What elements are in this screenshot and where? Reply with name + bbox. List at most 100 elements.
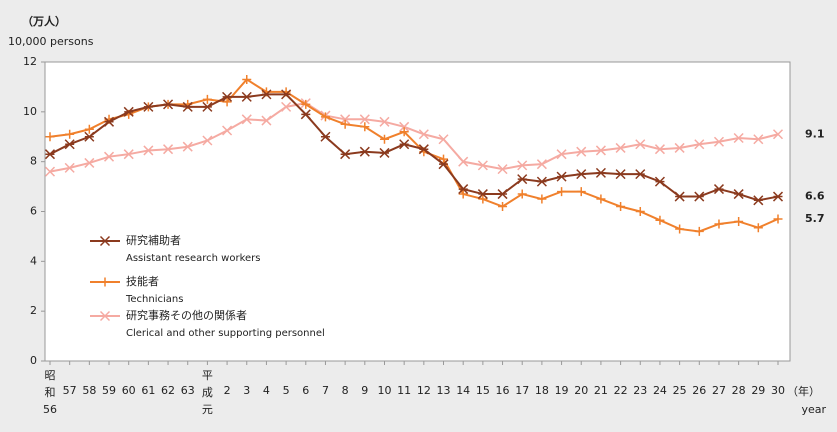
legend-label-en: Technicians — [125, 294, 183, 305]
marker — [438, 134, 449, 145]
marker — [202, 101, 213, 112]
marker — [143, 145, 154, 156]
marker — [84, 131, 95, 142]
marker — [340, 119, 350, 129]
x-unit-label-en: year — [801, 403, 826, 416]
marker — [379, 147, 390, 158]
x-tick-label: 60 — [122, 384, 136, 397]
marker — [595, 167, 606, 178]
marker — [222, 125, 233, 136]
x-unit-label: （年） — [787, 384, 820, 398]
marker — [655, 215, 665, 225]
x-tick-label: 17 — [515, 384, 529, 397]
marker — [418, 129, 429, 140]
marker — [65, 129, 75, 139]
x-tick-label: 23 — [633, 384, 647, 397]
x-tick-label: 12 — [417, 384, 431, 397]
legend-label: 技能者 — [126, 274, 159, 288]
marker — [399, 139, 410, 150]
marker — [222, 97, 232, 107]
legend-label-en: Clerical and other supporting personnel — [126, 328, 325, 339]
marker — [143, 101, 154, 112]
marker — [556, 171, 567, 182]
x-tick-label: 15 — [476, 384, 490, 397]
x-tick-label: 62 — [161, 384, 175, 397]
marker — [497, 189, 508, 200]
x-tick-label: 20 — [574, 384, 588, 397]
x-tick-label: 昭和 56 — [43, 369, 57, 416]
marker — [458, 184, 469, 195]
marker — [103, 116, 115, 127]
marker — [261, 89, 272, 100]
marker — [635, 169, 646, 180]
marker — [616, 202, 626, 212]
marker — [537, 194, 547, 204]
x-tick-label: 5 — [283, 384, 290, 397]
marker — [281, 89, 292, 100]
marker — [557, 187, 567, 197]
x-tick-label: 19 — [555, 384, 569, 397]
marker — [694, 226, 704, 236]
marker — [163, 144, 174, 155]
marker — [654, 176, 665, 187]
x-tick-label: 14 — [456, 384, 470, 397]
y-tick-label: 10 — [23, 105, 37, 118]
marker — [635, 139, 646, 150]
marker — [261, 115, 272, 126]
marker — [64, 162, 75, 173]
x-tick-label: 59 — [102, 384, 116, 397]
marker — [399, 127, 409, 137]
marker — [497, 164, 508, 175]
marker — [84, 157, 95, 168]
marker — [713, 184, 725, 195]
marker — [100, 277, 110, 287]
marker — [596, 194, 606, 204]
marker — [123, 106, 134, 117]
marker — [44, 166, 56, 177]
series — [44, 98, 784, 177]
marker — [418, 144, 429, 155]
x-tick-label: 58 — [82, 384, 96, 397]
x-tick-label: 24 — [653, 384, 667, 397]
marker — [674, 191, 685, 202]
plot-area — [44, 61, 791, 362]
legend-label: 研究事務その他の関係者 — [126, 308, 247, 322]
marker — [241, 114, 252, 125]
marker — [163, 99, 174, 110]
marker — [64, 139, 75, 150]
x-tick-label: 28 — [732, 384, 746, 397]
x-tick-label: 22 — [614, 384, 628, 397]
marker — [477, 160, 488, 171]
x-tick-label: 29 — [751, 384, 765, 397]
marker — [753, 223, 763, 233]
x-tick-label: 16 — [496, 384, 510, 397]
marker — [477, 189, 488, 200]
end-label: 5.7 — [805, 212, 825, 225]
marker — [182, 101, 193, 112]
x-tick-label: 3 — [243, 384, 250, 397]
marker — [713, 136, 725, 147]
end-label: 9.1 — [805, 127, 825, 140]
marker — [772, 129, 784, 140]
x-tick-label: 27 — [712, 384, 726, 397]
marker — [694, 139, 705, 150]
marker — [99, 235, 111, 247]
marker — [517, 160, 528, 171]
marker — [753, 195, 764, 206]
y-tick-label: 4 — [30, 254, 37, 267]
marker — [439, 154, 449, 164]
marker — [674, 142, 685, 153]
x-tick-label: 2 — [224, 384, 231, 397]
x-tick-label: 18 — [535, 384, 549, 397]
marker — [300, 109, 311, 120]
marker — [320, 131, 331, 142]
marker — [123, 149, 134, 160]
x-tick-label: 11 — [397, 384, 411, 397]
x-tick-label: 7 — [322, 384, 329, 397]
y-tick-label: 0 — [30, 354, 37, 367]
marker — [458, 189, 468, 199]
marker — [222, 91, 233, 102]
marker — [773, 214, 783, 224]
x-tick-label: 30 — [771, 384, 785, 397]
marker — [241, 91, 252, 102]
